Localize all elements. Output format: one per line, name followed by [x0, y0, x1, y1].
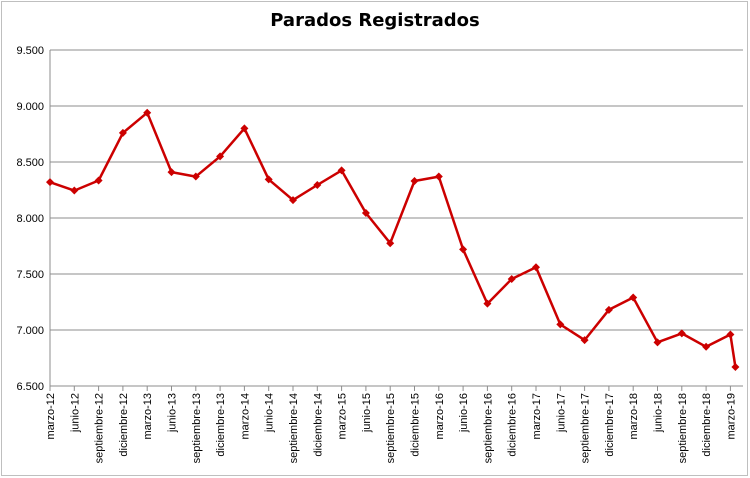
data-point: [629, 293, 638, 302]
series: [46, 108, 740, 371]
x-tick-label: marzo-17: [531, 393, 543, 439]
x-tick-label: junio-16: [458, 393, 470, 433]
data-point: [726, 330, 735, 339]
x-tick-label: diciembre-15: [410, 393, 422, 457]
data-point: [532, 263, 540, 272]
y-tick-label: 7.000: [16, 325, 44, 337]
data-point: [264, 175, 273, 184]
x-tick-label: diciembre-16: [507, 393, 519, 457]
data-point: [191, 172, 200, 181]
data-point: [434, 172, 443, 181]
x-tick-label: marzo-15: [337, 393, 349, 439]
data-point: [386, 239, 395, 248]
gridlines: [50, 49, 743, 387]
data-point: [118, 128, 127, 137]
data-point: [167, 168, 176, 177]
data-point: [459, 245, 468, 254]
data-point: [556, 320, 565, 329]
data-point: [240, 124, 249, 133]
y-tick-label: 9.500: [16, 45, 44, 57]
chart-title: Parados Registrados: [270, 10, 480, 31]
data-point: [361, 208, 370, 217]
data-point: [702, 342, 711, 351]
data-point: [313, 180, 322, 189]
data-point: [731, 362, 740, 371]
x-tick-label: diciembre-14: [312, 393, 324, 457]
x-tick-label: marzo-12: [45, 393, 57, 439]
y-tick-label: 7.500: [16, 269, 44, 281]
y-tick-label: 8.000: [16, 213, 44, 225]
data-point: [483, 299, 492, 308]
data-point: [46, 178, 54, 187]
x-tick-label: marzo-14: [239, 393, 251, 439]
x-tick-label: septiembre-12: [94, 393, 106, 463]
x-tick-label: septiembre-15: [385, 393, 397, 463]
series-line: [49, 111, 737, 368]
x-tick-label: diciembre-13: [215, 393, 227, 457]
x-tick-label: junio-15: [361, 393, 373, 433]
x-tick-label: diciembre-12: [118, 393, 130, 457]
x-tick-label: septiembre-18: [677, 393, 689, 463]
data-point: [580, 336, 589, 345]
y-tick-label: 8.500: [16, 157, 44, 169]
data-point: [216, 152, 225, 161]
x-tick-label: septiembre-13: [191, 393, 203, 463]
x-tick-label: diciembre-18: [701, 393, 713, 457]
x-tick-label: junio-14: [264, 393, 276, 433]
x-tick-label: marzo-18: [628, 393, 640, 439]
x-tick-label: septiembre-17: [580, 393, 592, 463]
x-tick-label: junio-17: [555, 393, 567, 433]
data-point: [94, 176, 103, 185]
x-tick-label: septiembre-14: [288, 393, 300, 463]
x-tick-label: junio-18: [653, 393, 665, 433]
data-point: [337, 166, 346, 175]
y-tick-label: 9.000: [16, 101, 44, 113]
axes: [49, 50, 743, 391]
x-tick-label: diciembre-17: [604, 393, 616, 457]
x-tick-label: septiembre-16: [482, 393, 494, 463]
x-tick-label: junio-13: [167, 393, 179, 433]
data-point: [507, 275, 516, 284]
x-tick-label: marzo-13: [142, 393, 154, 439]
data-point: [143, 108, 152, 117]
x-tick-label: marzo-16: [434, 393, 446, 439]
x-tick-label: junio-12: [69, 393, 81, 433]
x-tick-labels: marzo-12 junio-12 septiembre-12 diciembre-1…: [45, 393, 737, 463]
y-tick-labels: 6.500 7.000 7.500 8.000 8.500 9.000 9.500: [16, 45, 44, 393]
data-point: [70, 186, 79, 195]
data-point: [604, 305, 613, 314]
x-tick-label: marzo-19: [725, 393, 737, 439]
data-point: [410, 177, 419, 186]
data-point: [677, 329, 686, 338]
y-tick-label: 6.500: [16, 381, 44, 393]
data-point: [653, 338, 662, 347]
data-point: [289, 196, 297, 205]
